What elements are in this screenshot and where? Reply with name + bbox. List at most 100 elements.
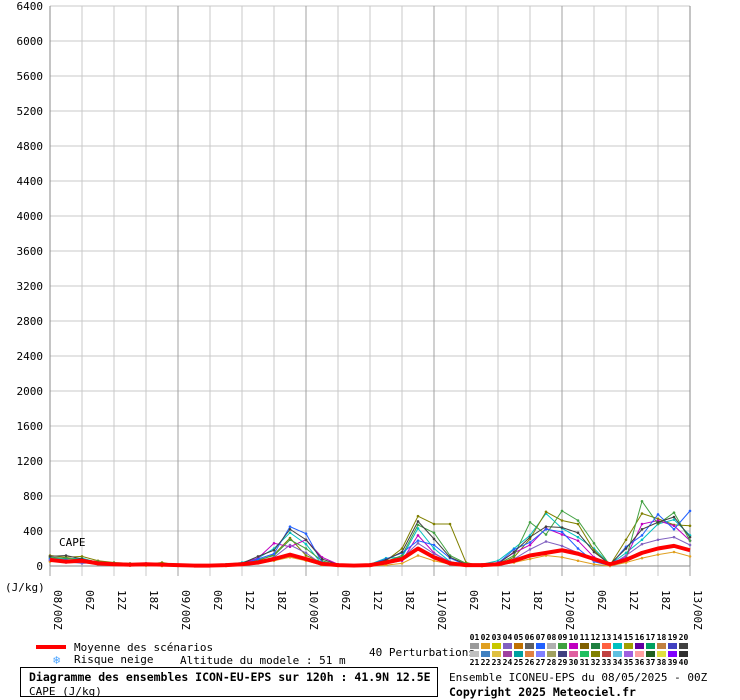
member-point: [448, 522, 452, 526]
member-point: [672, 511, 676, 514]
member-point: [288, 527, 292, 531]
ensemble-info: Ensemble ICONEU-EPS du 08/05/2025 - 00Z: [449, 671, 708, 684]
chart-subtitle: CAPE (J/kg): [29, 685, 102, 698]
y-tick-label: 2000: [17, 385, 44, 398]
member-number: 10: [568, 633, 579, 642]
x-tick-label: 11/00Z: [435, 590, 448, 630]
member-swatch: [613, 643, 622, 649]
x-tick-label: 06Z: [339, 590, 352, 610]
member-point: [672, 518, 676, 521]
member-number: 32: [590, 658, 601, 667]
member-point: [656, 553, 660, 556]
member-point: [416, 554, 420, 557]
y-tick-label: 3600: [17, 245, 44, 258]
member-point: [688, 543, 692, 547]
member-point: [400, 554, 404, 557]
y-axis: 0 400 800 1200 1600 2000 2400 2800 3200 3600 4000 4…: [17, 0, 44, 573]
member-point: [656, 513, 660, 516]
member-point: [640, 522, 644, 526]
member-swatch: [668, 643, 677, 649]
member-point: [576, 519, 580, 522]
member-swatch: [624, 651, 633, 657]
member-swatch: [481, 643, 490, 649]
member-swatch: [525, 651, 534, 657]
member-point: [576, 535, 580, 539]
member-point: [448, 555, 452, 559]
y-tick-label: 400: [23, 525, 43, 538]
member-point: [272, 541, 276, 545]
member-number: 38: [656, 658, 667, 667]
mean-series: [49, 543, 691, 568]
member-point: [672, 535, 676, 539]
copyright: Copyright 2025 Meteociel.fr: [449, 685, 636, 699]
member-swatch: [679, 651, 688, 657]
member-swatch: [602, 643, 611, 649]
member-point: [528, 520, 532, 524]
member-number: 30: [568, 658, 579, 667]
member-number: 15: [623, 633, 634, 642]
member-number: 18: [656, 633, 667, 642]
member-point: [656, 520, 660, 524]
x-axis: 08/00Z 06Z 12Z 18Z 09/00Z 06Z 12Z 18Z 10/00Z 06Z 1…: [51, 590, 704, 630]
member-number: 25: [513, 658, 524, 667]
member-point: [576, 547, 580, 550]
member-number: 34: [612, 658, 623, 667]
x-tick-label: 18Z: [659, 590, 672, 610]
member-point: [560, 555, 564, 559]
member-number: 26: [524, 658, 535, 667]
member-number: 11: [579, 633, 590, 642]
member-point: [576, 539, 580, 542]
member-point: [688, 524, 692, 528]
member-number: 22: [480, 658, 491, 667]
member-number: 27: [535, 658, 546, 667]
member-swatch: [635, 643, 644, 649]
x-tick-label: 18Z: [403, 590, 416, 610]
snow-legend-label: Risque neige: [74, 653, 153, 666]
member-point: [416, 527, 420, 530]
x-tick-label: 12Z: [499, 590, 512, 610]
member-swatch: [679, 643, 688, 649]
y-tick-label: 4400: [17, 175, 44, 188]
member-swatch: [591, 643, 600, 649]
x-tick-label: 06Z: [211, 590, 224, 610]
member-point: [544, 510, 548, 514]
member-point: [544, 533, 548, 536]
y-tick-label: 1200: [17, 455, 44, 468]
member-point: [592, 550, 596, 554]
y-tick-label: 3200: [17, 280, 44, 293]
member-swatch: [470, 643, 479, 649]
member-point: [656, 538, 660, 542]
member-point: [288, 543, 292, 547]
member-point: [640, 542, 644, 546]
member-swatch: [635, 651, 644, 657]
member-point: [560, 544, 564, 548]
member-point: [640, 556, 644, 560]
member-point: [528, 548, 532, 551]
y-tick-label: 4000: [17, 210, 44, 223]
member-swatch: [569, 643, 578, 649]
x-tick-label: 06Z: [83, 590, 96, 610]
member-point: [416, 534, 420, 537]
member-swatch: [503, 651, 512, 657]
y-tick-label: 2800: [17, 315, 44, 328]
member-number: 05: [513, 633, 524, 642]
x-tick-label: 10/00Z: [307, 590, 320, 630]
member-point: [304, 538, 308, 542]
member-number: 02: [480, 633, 491, 642]
member-swatch: [591, 651, 600, 657]
member-point: [528, 543, 532, 547]
member-number: 04: [502, 633, 513, 642]
member-point: [640, 499, 644, 503]
member-point: [512, 548, 516, 551]
member-point: [560, 519, 564, 522]
x-tick-label: 06Z: [467, 590, 480, 610]
member-point: [432, 543, 436, 547]
member-number: 29: [557, 658, 568, 667]
member-point: [400, 550, 404, 554]
altitude-label: Altitude du modele : 51 m: [180, 654, 346, 667]
x-tick-label: 18Z: [275, 590, 288, 610]
member-point: [272, 552, 276, 556]
member-point: [528, 557, 532, 561]
member-point: [512, 554, 516, 557]
x-tick-label: 09/00Z: [179, 590, 192, 630]
